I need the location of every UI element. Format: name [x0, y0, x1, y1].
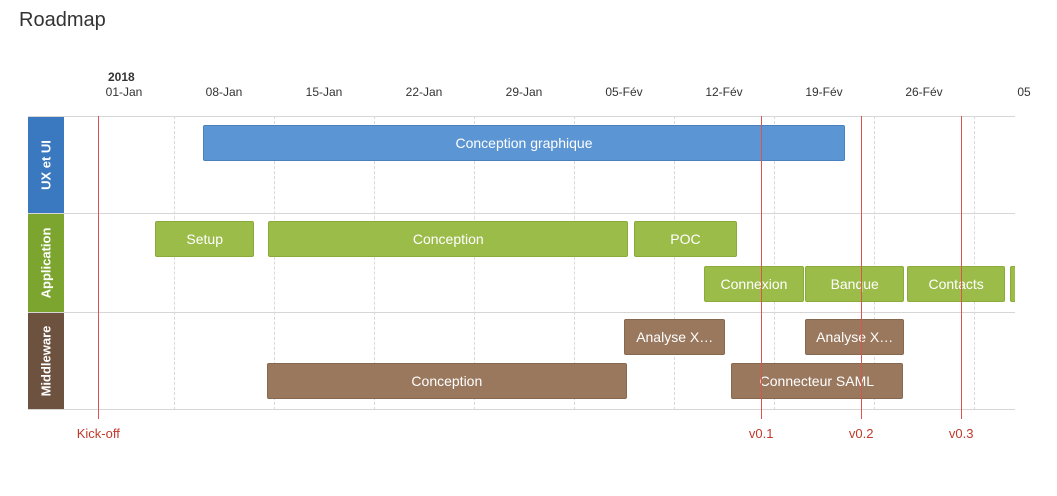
milestone-label: Kick-off — [76, 426, 120, 441]
timeline-item[interactable]: Analyse X… — [624, 319, 726, 355]
row-divider — [28, 409, 1015, 410]
grid-line — [274, 116, 275, 410]
row-divider — [28, 116, 1015, 117]
group-label-application: Application — [38, 227, 54, 298]
timeline-item[interactable]: Setup — [155, 221, 254, 257]
tick-label: 22-Jan — [405, 85, 443, 99]
grid-line — [474, 116, 475, 410]
tick-label: 05-Fév — [605, 85, 643, 99]
milestone-label: v0.1 — [748, 426, 774, 441]
timeline-item[interactable]: Connexion — [704, 266, 804, 302]
group-label-ux-ui: UX et UI — [38, 139, 54, 190]
timeline-item[interactable]: Analyse X… — [805, 319, 904, 355]
timeline-canvas[interactable]: UX et UI Application Middleware Concepti… — [28, 116, 1015, 410]
grid-line — [174, 116, 175, 410]
timeline-item[interactable]: Conception — [268, 221, 629, 257]
tick-label: 12-Fév — [705, 85, 743, 99]
tick-label: 15-Jan — [305, 85, 343, 99]
milestone-line — [98, 116, 100, 419]
milestone-label: v0.2 — [848, 426, 874, 441]
group-middleware: Middleware — [28, 312, 64, 410]
milestone-label: v0.3 — [948, 426, 974, 441]
timeline-item[interactable]: Banque — [805, 266, 904, 302]
group-application: Application — [28, 213, 64, 312]
grid-line — [874, 116, 875, 410]
tick-label: 29-Jan — [505, 85, 543, 99]
timeline-item[interactable]: Cartes — [1009, 266, 1015, 302]
tick-label: 08-Jan — [205, 85, 243, 99]
grid-line — [674, 116, 675, 410]
group-ux-ui: UX et UI — [28, 116, 64, 213]
tick-label: 26-Fév — [905, 85, 943, 99]
timeline-item[interactable]: Conception — [266, 363, 627, 399]
group-label-middleware: Middleware — [38, 325, 54, 397]
row-divider — [28, 213, 1015, 214]
milestone-line — [961, 116, 963, 419]
grid-line — [774, 116, 775, 410]
grid-line — [974, 116, 975, 410]
timeline-year: 2018 — [108, 70, 135, 84]
timeline-item[interactable]: Connecteur SAML — [731, 363, 903, 399]
milestone-line — [861, 116, 863, 419]
tick-label: 05 — [1017, 85, 1031, 99]
tick-label: 19-Fév — [805, 85, 843, 99]
grid-line — [574, 116, 575, 410]
tick-label: 01-Jan — [105, 85, 143, 99]
page-title: Roadmap — [19, 9, 106, 31]
milestone-line — [761, 116, 763, 419]
grid-line — [374, 116, 375, 410]
timeline-item[interactable]: Conception graphique — [202, 125, 846, 161]
row-divider — [28, 312, 1015, 313]
timeline-item[interactable]: Contacts — [906, 266, 1006, 302]
timeline-item[interactable]: POC — [634, 221, 737, 257]
